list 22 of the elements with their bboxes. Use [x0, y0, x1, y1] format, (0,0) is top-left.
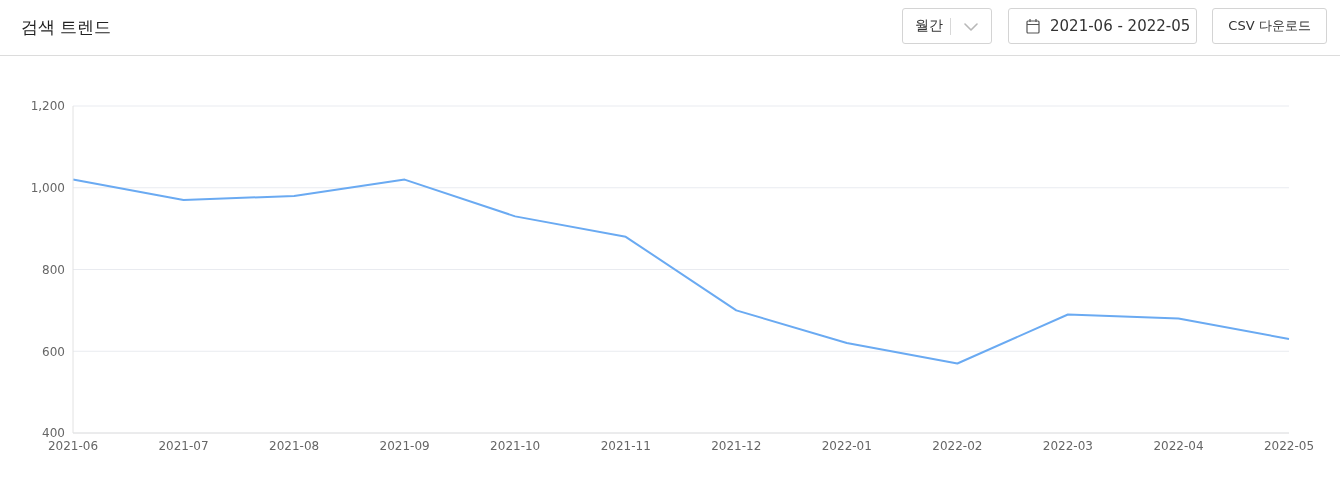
x-tick-label: 2022-01	[821, 438, 872, 453]
dropdown: 월간	[902, 8, 992, 44]
y-tick-label: 400	[42, 426, 65, 441]
y-tick-label: 600	[42, 344, 65, 359]
x-tick-label: 2021-12	[711, 438, 762, 453]
x-tick-label: 2021-11	[600, 438, 651, 453]
chart-title: 검색 트렌드	[21, 17, 112, 37]
x-tick-label: 2022-05	[1263, 438, 1315, 453]
x-tick-label: 2022-03	[1042, 438, 1093, 453]
y-tick-label: 1,000	[30, 181, 65, 196]
y-tick-label: 800	[42, 262, 65, 277]
date-range-field: 2021-06 - 2022-05	[1008, 8, 1197, 44]
y-tick-label: 1,200	[30, 99, 65, 114]
x-tick-label: 2021-06	[47, 438, 99, 453]
x-tick-label: 2021-10	[490, 438, 541, 453]
x-tick-label: 2022-04	[1153, 438, 1204, 453]
x-tick-label: 2021-07	[158, 438, 209, 453]
x-tick-label: 2021-08	[269, 438, 320, 453]
x-tick-label: 2022-02	[932, 438, 983, 453]
download-button: CSV 다운로드	[1212, 8, 1327, 44]
line-series	[72, 178, 1290, 365]
x-tick-label: 2021-09	[379, 438, 430, 453]
